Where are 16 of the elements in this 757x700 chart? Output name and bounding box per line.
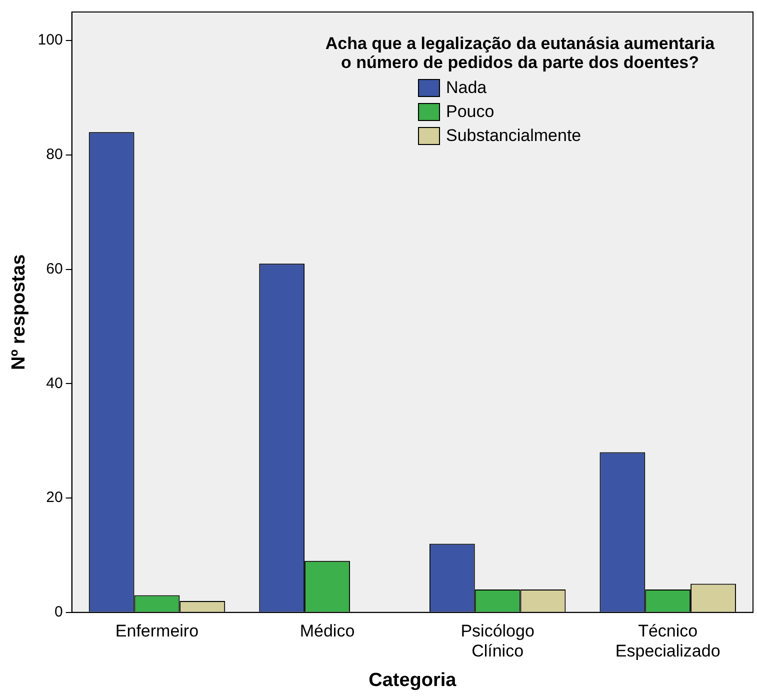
legend-label: Nada (446, 78, 487, 98)
x-tick-label: Psicólogo Clínico (460, 621, 534, 661)
y-tick-label: 100 (38, 32, 63, 49)
x-axis-title: Categoria (368, 670, 457, 691)
y-tick-label: 20 (46, 489, 63, 506)
legend-label: Pouco (446, 102, 494, 122)
y-axis-title: Nº respostas (8, 254, 30, 370)
legend-title: Acha que a legalização da eutanásia aumentaria o número de pedidos da parte dos doentes? (324, 34, 716, 72)
y-tick-label: 80 (46, 146, 63, 164)
y-tick-label: 40 (46, 374, 63, 392)
y-tick-label: 0 (54, 604, 63, 621)
x-tick-label: Enfermeiro (115, 621, 199, 640)
y-tick-label: 60 (46, 260, 63, 278)
legend-label: Substancialmente (446, 126, 582, 146)
x-tick-label: Médico (300, 621, 355, 640)
x-tick-label: Técnico Especializado (615, 621, 720, 661)
